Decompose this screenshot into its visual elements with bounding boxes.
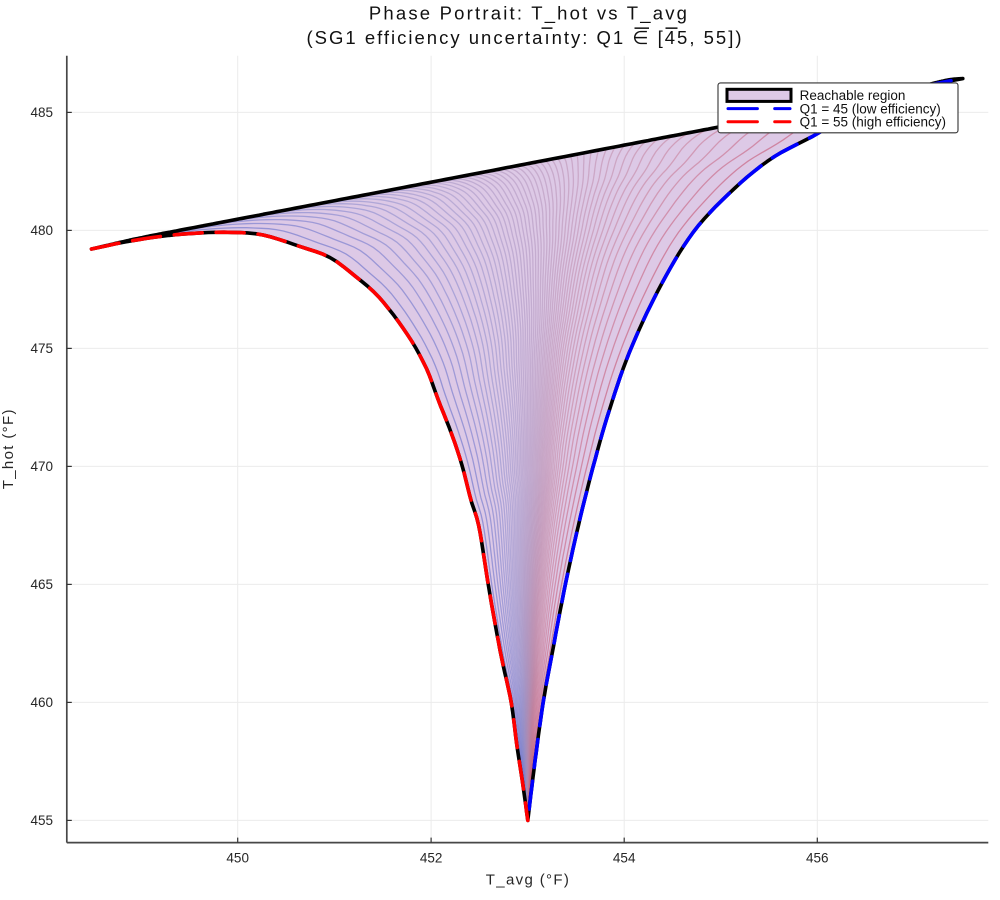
svg-text:454: 454 — [613, 851, 636, 866]
svg-text:465: 465 — [30, 577, 53, 592]
svg-text:Q1 = 45 (low efficiency): Q1 = 45 (low efficiency) — [800, 101, 941, 116]
svg-text:460: 460 — [30, 695, 53, 710]
svg-text:Reachable region: Reachable region — [800, 88, 906, 103]
svg-text:Phase Portrait: T_hot vs T_avg: Phase Portrait: T_hot vs T_avg — [369, 3, 689, 25]
svg-text:470: 470 — [30, 459, 53, 474]
svg-text:456: 456 — [806, 851, 829, 866]
svg-text:T_hot (°F): T_hot (°F) — [0, 408, 17, 489]
svg-text:480: 480 — [30, 223, 53, 238]
svg-text:452: 452 — [420, 851, 443, 866]
svg-text:Q1 = 55 (high efficiency): Q1 = 55 (high efficiency) — [800, 115, 946, 130]
svg-text:485: 485 — [30, 105, 53, 120]
svg-text:455: 455 — [30, 813, 53, 828]
svg-text:(SG1 efficiency uncertaınty: Q: (SG1 efficiency uncertaınty: Q1 ∈ [45, 5… — [307, 27, 744, 48]
svg-text:475: 475 — [30, 341, 53, 356]
svg-text:T_avg (°F): T_avg (°F) — [486, 871, 571, 888]
svg-text:450: 450 — [226, 851, 249, 866]
